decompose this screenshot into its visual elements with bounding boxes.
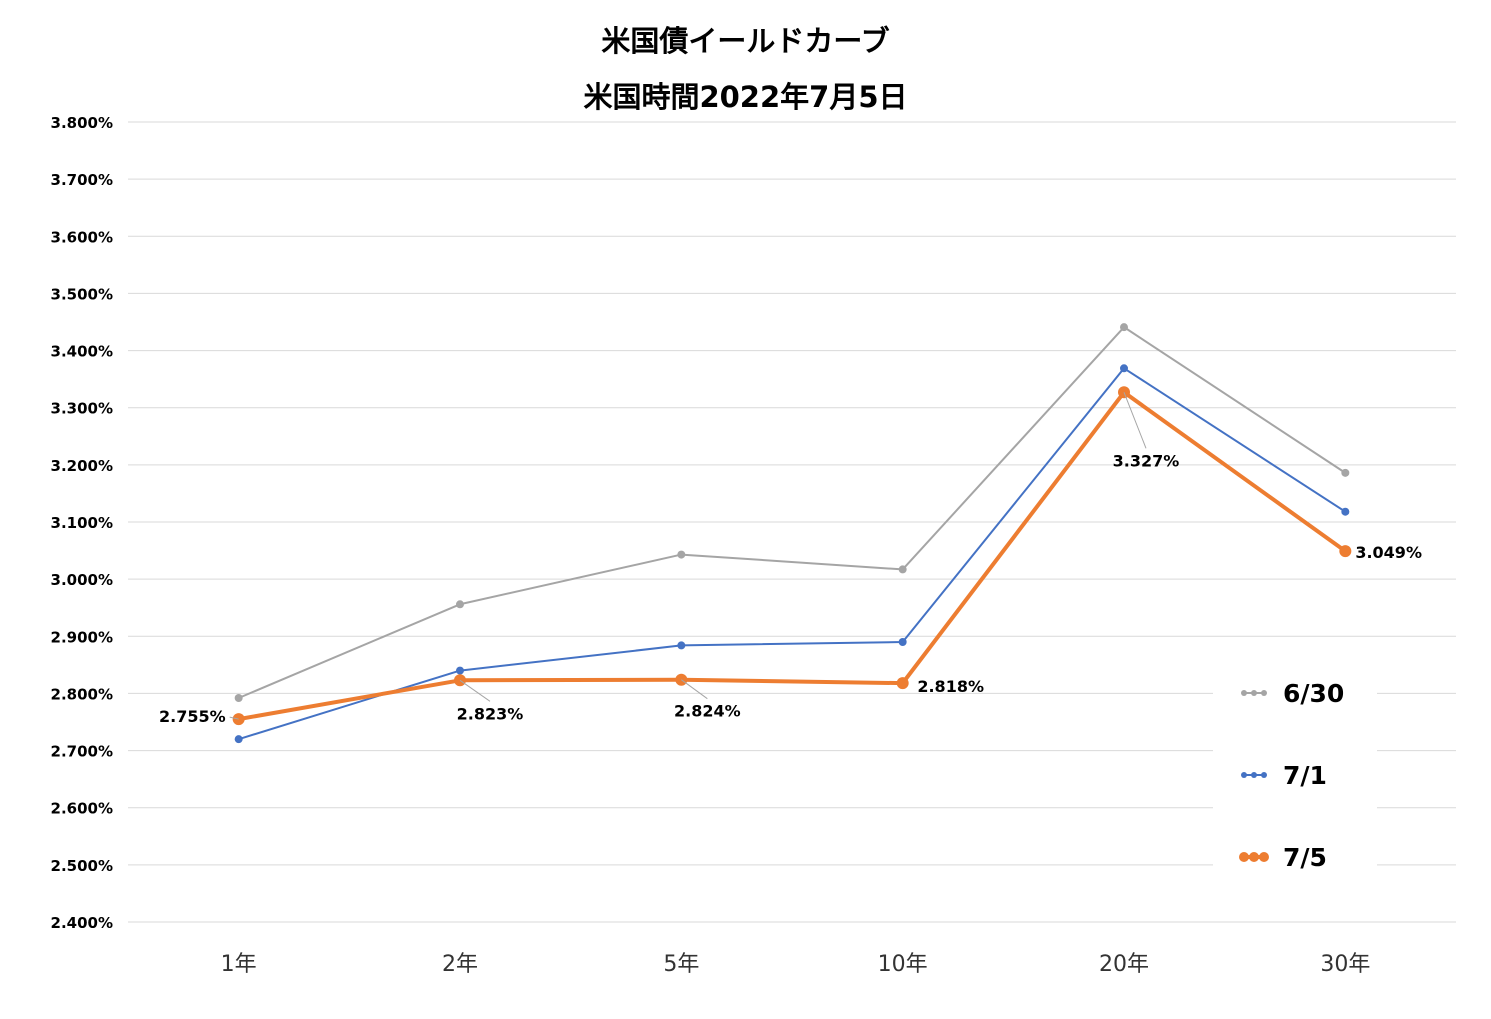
legend-swatch-marker bbox=[1241, 690, 1247, 696]
data-label: 2.818% bbox=[917, 677, 984, 696]
legend-swatch-marker bbox=[1251, 772, 1257, 778]
y-tick-label: 2.500% bbox=[51, 857, 113, 875]
y-tick-label: 3.700% bbox=[51, 171, 113, 189]
data-label: 2.823% bbox=[457, 704, 524, 723]
data-point bbox=[898, 565, 907, 574]
y-tick-label: 3.100% bbox=[51, 514, 113, 532]
data-point bbox=[234, 735, 243, 744]
chart-subtitle: 米国時間2022年7月5日 bbox=[583, 80, 908, 114]
legend-swatch-marker bbox=[1251, 690, 1257, 696]
data-point bbox=[456, 666, 464, 675]
x-tick-label: 30年 bbox=[1320, 952, 1370, 977]
data-point bbox=[677, 641, 686, 650]
legend-swatch-marker bbox=[1249, 852, 1259, 862]
y-tick-label: 3.500% bbox=[51, 285, 113, 303]
y-tick-label: 2.700% bbox=[51, 743, 113, 761]
data-point bbox=[1120, 323, 1128, 332]
y-tick-label: 2.400% bbox=[51, 914, 113, 932]
data-label: 2.824% bbox=[674, 702, 741, 721]
legend-swatch-marker bbox=[1261, 772, 1267, 778]
y-tick-label: 2.800% bbox=[51, 685, 113, 703]
legend-label: 6/30 bbox=[1283, 679, 1344, 708]
data-point bbox=[456, 600, 464, 609]
data-label: 3.327% bbox=[1113, 451, 1180, 470]
legend-box bbox=[1213, 650, 1377, 890]
data-label: 2.755% bbox=[159, 707, 226, 726]
y-tick-label: 3.300% bbox=[51, 400, 113, 418]
legend-swatch-marker bbox=[1259, 852, 1269, 862]
data-label-leader bbox=[459, 679, 491, 702]
y-tick-label: 3.800% bbox=[51, 114, 113, 132]
series-line bbox=[237, 367, 1347, 741]
y-tick-label: 3.400% bbox=[51, 343, 113, 361]
data-point bbox=[1339, 545, 1352, 558]
y-tick-label: 2.900% bbox=[51, 628, 113, 646]
data-point bbox=[1120, 364, 1128, 373]
x-tick-label: 20年 bbox=[1099, 952, 1149, 977]
data-label-leader bbox=[1123, 392, 1147, 449]
legend-swatch-marker bbox=[1241, 772, 1247, 778]
data-label: 3.049% bbox=[1355, 543, 1422, 562]
data-point bbox=[898, 638, 907, 646]
x-tick-label: 2年 bbox=[442, 952, 478, 977]
chart-title: 米国債イールドカーブ bbox=[601, 24, 890, 58]
data-point bbox=[234, 694, 243, 702]
x-tick-label: 1年 bbox=[221, 952, 257, 977]
y-tick-label: 3.200% bbox=[51, 457, 113, 475]
legend-label: 7/5 bbox=[1283, 843, 1327, 872]
x-tick-label: 10年 bbox=[878, 952, 928, 977]
data-label-leader bbox=[681, 679, 708, 700]
legend-swatch-marker bbox=[1261, 690, 1267, 696]
data-label-leader bbox=[229, 716, 239, 720]
data-point bbox=[677, 550, 686, 559]
series-line bbox=[236, 390, 1348, 722]
data-point bbox=[896, 677, 909, 690]
y-tick-label: 3.600% bbox=[51, 228, 113, 246]
legend-swatch-marker bbox=[1239, 852, 1249, 862]
data-point bbox=[1341, 507, 1350, 516]
y-tick-label: 3.000% bbox=[51, 571, 113, 589]
x-tick-label: 5年 bbox=[663, 952, 699, 977]
legend-label: 7/1 bbox=[1283, 761, 1327, 790]
data-point bbox=[1341, 468, 1350, 477]
series-line bbox=[237, 326, 1347, 699]
y-tick-label: 2.600% bbox=[51, 800, 113, 818]
